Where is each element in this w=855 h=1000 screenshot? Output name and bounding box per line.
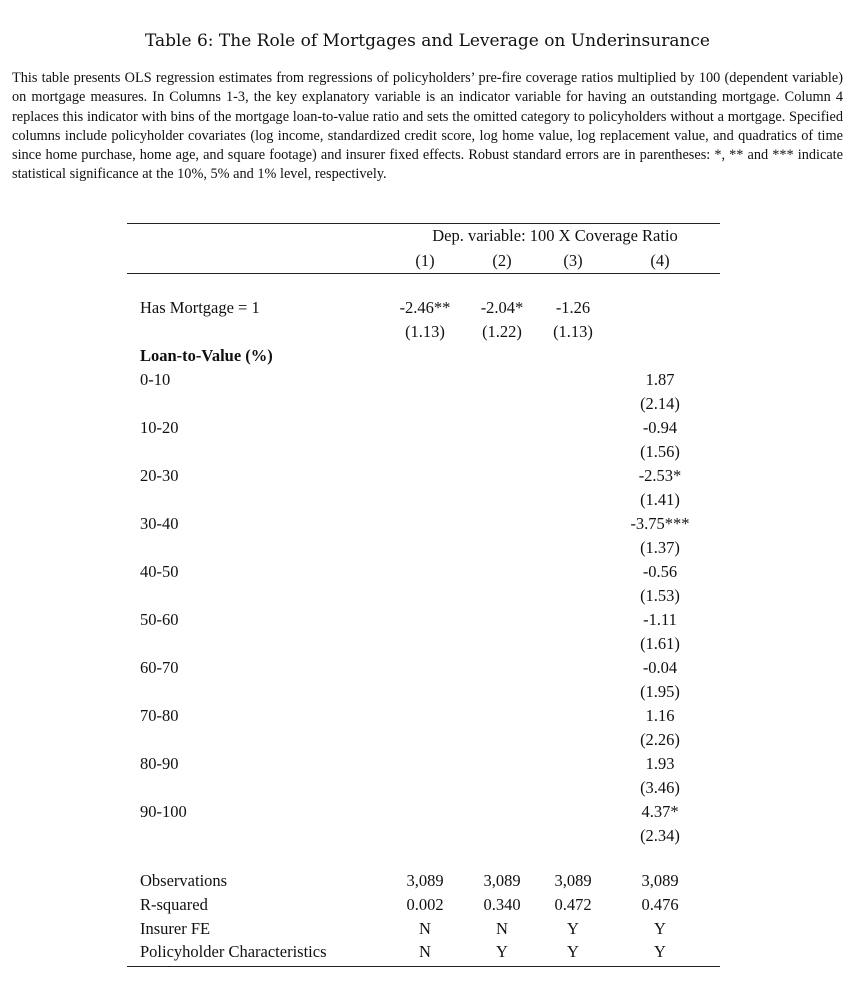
row-label: 60-70 (140, 658, 179, 677)
standard-error: (1.53) (640, 586, 680, 605)
coefficient: -3.75*** (630, 514, 690, 533)
standard-error: (1.13) (553, 322, 593, 341)
column-header: (3) (563, 251, 583, 270)
stat-label: Observations (140, 871, 228, 890)
stat-value: 0.472 (554, 894, 592, 914)
stat-value: Y (654, 942, 666, 962)
section-header-ltv: Loan-to-Value (%) (140, 346, 273, 365)
table-title: Table 6: The Role of Mortgages and Lever… (145, 31, 710, 51)
top-rule (127, 223, 720, 225)
column-header: (4) (650, 251, 670, 270)
dep-variable-header: Dep. variable: 100 X Coverage Ratio (432, 226, 678, 245)
coefficient: -1.11 (643, 610, 677, 629)
coefficient: 1.93 (645, 754, 675, 773)
stat-value: N (496, 918, 508, 938)
standard-error: (1.13) (405, 322, 445, 341)
stat-value: Y (654, 918, 666, 938)
stat-value: 3,089 (554, 871, 592, 890)
coefficient: -2.53* (638, 466, 682, 485)
stat-value: 3,089 (483, 871, 521, 890)
standard-error: (1.37) (640, 538, 680, 557)
row-label: Has Mortgage = 1 (140, 298, 260, 317)
standard-error: (2.34) (640, 826, 680, 845)
coefficient: 1.16 (645, 706, 675, 725)
standard-error: (1.22) (482, 322, 522, 341)
table-caption: This table presents OLS regression estim… (12, 70, 843, 183)
stat-label: R-squared (140, 894, 208, 914)
coefficient: 1.87 (645, 370, 675, 389)
stat-value: 3,089 (641, 871, 679, 890)
stat-value: Y (496, 942, 508, 962)
row-label: 80-90 (140, 754, 179, 773)
coefficient: -1.26 (555, 298, 591, 317)
coefficient: -2.04* (480, 298, 524, 317)
row-label: 70-80 (140, 706, 179, 725)
coefficient: 4.37* (641, 802, 679, 821)
standard-error: (1.41) (640, 490, 680, 509)
stat-label: Policyholder Characteristics (140, 942, 327, 962)
column-header: (1) (415, 251, 435, 270)
standard-error: (1.95) (640, 682, 680, 701)
standard-error: (3.46) (640, 778, 680, 797)
row-label: 90-100 (140, 802, 187, 821)
stat-value: N (419, 942, 431, 962)
bottom-rule (127, 966, 720, 968)
row-label: 20-30 (140, 466, 179, 485)
standard-error: (1.61) (640, 634, 680, 653)
row-label: 0-10 (140, 370, 171, 389)
row-label: 30-40 (140, 514, 179, 533)
coefficient: -2.46** (399, 298, 451, 317)
standard-error: (2.14) (640, 394, 680, 413)
stat-value: 0.476 (641, 894, 679, 914)
coefficient: -0.56 (642, 562, 678, 581)
stat-value: 0.002 (406, 894, 444, 914)
row-label: 40-50 (140, 562, 179, 581)
mid-rule (127, 273, 720, 275)
coefficient: -0.04 (642, 658, 678, 677)
stat-label: Insurer FE (140, 918, 211, 938)
column-header: (2) (492, 251, 512, 270)
stat-value: Y (567, 918, 579, 938)
stat-value: 0.340 (483, 894, 521, 914)
standard-error: (1.56) (640, 442, 680, 461)
standard-error: (2.26) (640, 730, 680, 749)
stat-value: N (419, 918, 431, 938)
row-label: 50-60 (140, 610, 179, 629)
coefficient: -0.94 (642, 418, 678, 437)
stat-value: Y (567, 942, 579, 962)
stat-value: 3,089 (406, 871, 444, 890)
row-label: 10-20 (140, 418, 179, 437)
